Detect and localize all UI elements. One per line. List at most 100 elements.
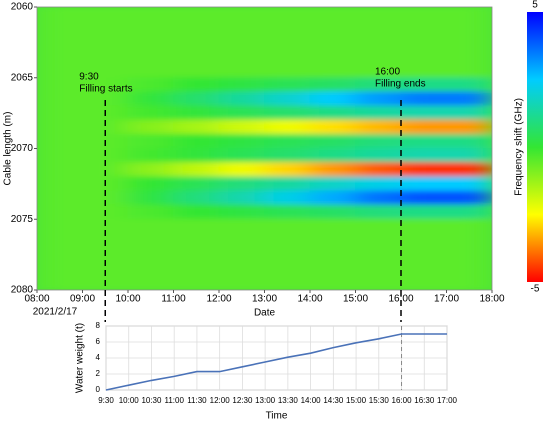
heatmap-cell <box>173 247 220 263</box>
x-axis-label: Date <box>254 308 276 319</box>
heatmap-cell <box>173 77 220 93</box>
heatmap-cell <box>127 34 174 50</box>
x-tick-label: 12:00 <box>210 396 231 405</box>
y-axis-label: Water weight (t) <box>75 323 86 393</box>
x-tick-label: 14:30 <box>323 396 344 405</box>
heatmap-cell <box>355 275 402 290</box>
y-tick-label: 2065 <box>11 72 34 83</box>
heatmap-cell <box>127 133 174 149</box>
heatmap-cell <box>37 105 83 121</box>
heatmap-cell <box>218 91 265 107</box>
heatmap-cell <box>127 77 174 93</box>
heatmap-cell <box>400 7 447 22</box>
heatmap-cell <box>355 20 402 36</box>
heatmap-cell <box>264 91 311 107</box>
heatmap-cell <box>309 176 356 192</box>
x-tick-label: 11:30 <box>187 396 207 405</box>
heatmap-cell <box>127 232 174 249</box>
x-tick-label: 15:30 <box>369 396 390 405</box>
heatmap-cell <box>37 48 83 65</box>
heatmap-cell <box>309 232 356 249</box>
x-tick-label: 13:30 <box>278 396 299 405</box>
heatmap-cell <box>264 247 311 263</box>
heatmap-cell <box>264 105 311 121</box>
x-tick-label: 08:00 <box>24 294 49 305</box>
heatmap-cell <box>309 204 356 220</box>
heatmap-cell <box>400 204 447 220</box>
heatmap-cell <box>173 20 220 36</box>
annotation-text: Filling ends <box>375 79 426 90</box>
line <box>105 333 447 391</box>
heatmap-cell <box>446 247 492 263</box>
heatmap-cell <box>127 119 174 135</box>
heatmap-cell <box>218 162 265 178</box>
heatmap-cell <box>309 105 356 121</box>
x-tick-label: 14:00 <box>301 396 322 405</box>
x-tick-label: 13:00 <box>252 294 277 305</box>
heatmap-cell <box>82 91 129 107</box>
heatmap-cell <box>309 20 356 36</box>
heatmap-cell <box>446 204 492 220</box>
heatmap-cell <box>37 218 83 234</box>
heatmap-cell <box>355 176 402 192</box>
heatmap-cell <box>446 63 492 79</box>
heatmap-cell <box>264 20 311 36</box>
heatmap-cell <box>309 133 356 149</box>
heatmap-cell <box>309 34 356 50</box>
heatmap-cell <box>309 162 356 178</box>
heatmap-cell <box>355 190 402 206</box>
heatmap-cell <box>173 232 220 249</box>
heatmap-cell <box>400 176 447 192</box>
heatmap-cell <box>400 91 447 107</box>
x-tick-label: 15:00 <box>343 294 368 305</box>
heatmap-cell <box>309 261 356 277</box>
heatmap-cell <box>218 148 265 164</box>
heatmap-cell <box>127 105 174 121</box>
heatmap-cell <box>264 119 311 135</box>
y-tick-label: 2080 <box>11 285 34 296</box>
heatmap-cell <box>400 105 447 121</box>
x-tick-label: 11:00 <box>161 294 186 305</box>
heatmap-cell <box>355 218 402 234</box>
heatmap-cell <box>355 261 402 277</box>
heatmap-cell <box>264 176 311 192</box>
heatmap-cell <box>309 148 356 164</box>
heatmap-cell <box>446 133 492 149</box>
heatmap-cell <box>355 34 402 50</box>
annotation-text: Filling starts <box>79 84 132 95</box>
heatmap-cell <box>82 34 129 50</box>
heatmap-cell <box>37 148 83 164</box>
y-tick-label: 0 <box>96 385 101 394</box>
x-tick-label: 10:00 <box>115 294 140 305</box>
heatmap-cell <box>400 218 447 234</box>
heatmap-cell <box>400 77 447 93</box>
heatmap-cell <box>218 176 265 192</box>
x-axis-label: Time <box>266 411 288 422</box>
x-tick-label: 16:30 <box>414 396 435 405</box>
heatmap-cell <box>446 232 492 249</box>
heatmap-cell <box>309 63 356 79</box>
heatmap-cell <box>446 34 492 50</box>
heatmap-area <box>37 7 492 290</box>
heatmap-cell <box>127 48 174 65</box>
heatmap-cell <box>37 119 83 135</box>
heatmap-cell <box>446 218 492 234</box>
heatmap-cell <box>173 48 220 65</box>
heatmap-cell <box>218 20 265 36</box>
x-tick-label: 13:00 <box>255 396 276 405</box>
heatmap-cell <box>37 261 83 277</box>
heatmap-cell <box>264 34 311 50</box>
heatmap-cell <box>173 275 220 290</box>
heatmap-cell <box>264 218 311 234</box>
heatmap-cell <box>127 218 174 234</box>
heatmap-cell <box>400 20 447 36</box>
heatmap-cell <box>127 63 174 79</box>
heatmap-cell <box>37 7 83 22</box>
heatmap-cell <box>218 48 265 65</box>
heatmap-cell <box>400 261 447 277</box>
x-tick-label: 15:00 <box>346 396 367 405</box>
heatmap-cell <box>309 218 356 234</box>
heatmap-cell <box>355 148 402 164</box>
heatmap-cell <box>400 119 447 135</box>
